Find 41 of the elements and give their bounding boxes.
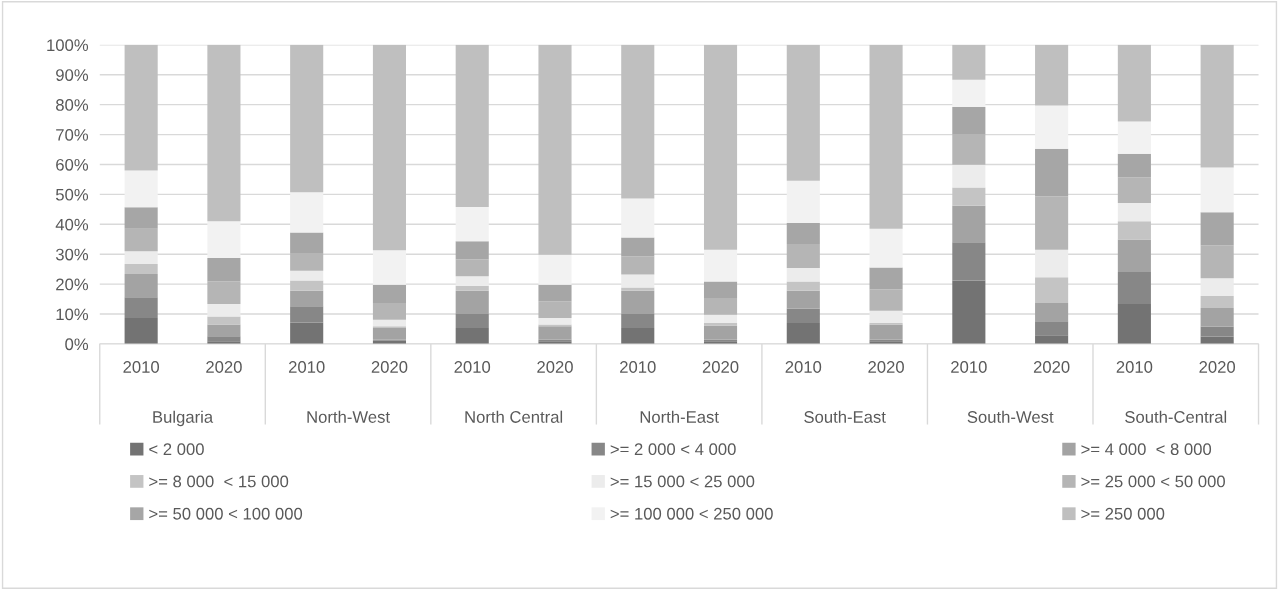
y-tick-label: 40% — [55, 218, 89, 231]
x-tick-label: 2020 — [371, 361, 408, 373]
legend-label: >= 50 000 < 100 000 — [149, 507, 303, 520]
x-tick-label: 2010 — [785, 361, 822, 373]
y-tick-label: 10% — [56, 308, 89, 321]
x-tick-label: 2010 — [288, 361, 325, 373]
legend-label: >= 4 000 < 8 000 — [1081, 443, 1212, 456]
legend-label: >= 8 000 < 15 000 — [149, 475, 289, 488]
x-tick-label: 2010 — [951, 361, 987, 373]
text: North Central — [465, 410, 563, 423]
legend-label: < 2 000 — [149, 443, 204, 456]
x-tick-label: 2020 — [868, 361, 904, 373]
legend-label: >= 2 000 < 4 000 — [610, 443, 736, 456]
y-tick-label: 80% — [56, 99, 89, 111]
x-tick-label: 2020 — [702, 361, 739, 373]
x-tick-label: 2020 — [206, 361, 242, 373]
x-tick-label: 2010 — [123, 361, 160, 373]
text: North-East — [640, 410, 719, 423]
x-tick-label: 2010 — [620, 361, 656, 373]
legend-label: >= 250 000 — [1081, 507, 1165, 520]
y-tick-label: 0% — [65, 338, 89, 351]
legend-label: >= 25 000 < 50 000 — [1081, 475, 1225, 488]
y-tick-label: 90% — [56, 69, 89, 81]
x-tick-label: 2020 — [1033, 361, 1070, 373]
y-tick-label: 70% — [56, 128, 89, 141]
y-tick-label: 30% — [55, 248, 89, 261]
text: North-West — [307, 410, 390, 423]
x-tick-label: 2020 — [537, 361, 573, 373]
text: South-East — [804, 410, 886, 423]
x-tick-label: 2010 — [1116, 361, 1153, 373]
y-tick-label: 100% — [47, 39, 89, 52]
y-tick-label: 60% — [56, 158, 89, 171]
x-tick-label: 2010 — [454, 361, 491, 373]
x-tick-label: 2020 — [1199, 361, 1236, 373]
text: South-Central — [1125, 410, 1227, 423]
text: Bulgaria — [153, 410, 214, 427]
text: South-West — [967, 410, 1054, 423]
y-tick-label: 50% — [55, 188, 89, 201]
y-tick-label: 20% — [56, 278, 89, 291]
legend-label: >= 100 000 < 250 000 — [610, 507, 773, 520]
legend-label: >= 15 000 < 25 000 — [610, 475, 755, 488]
